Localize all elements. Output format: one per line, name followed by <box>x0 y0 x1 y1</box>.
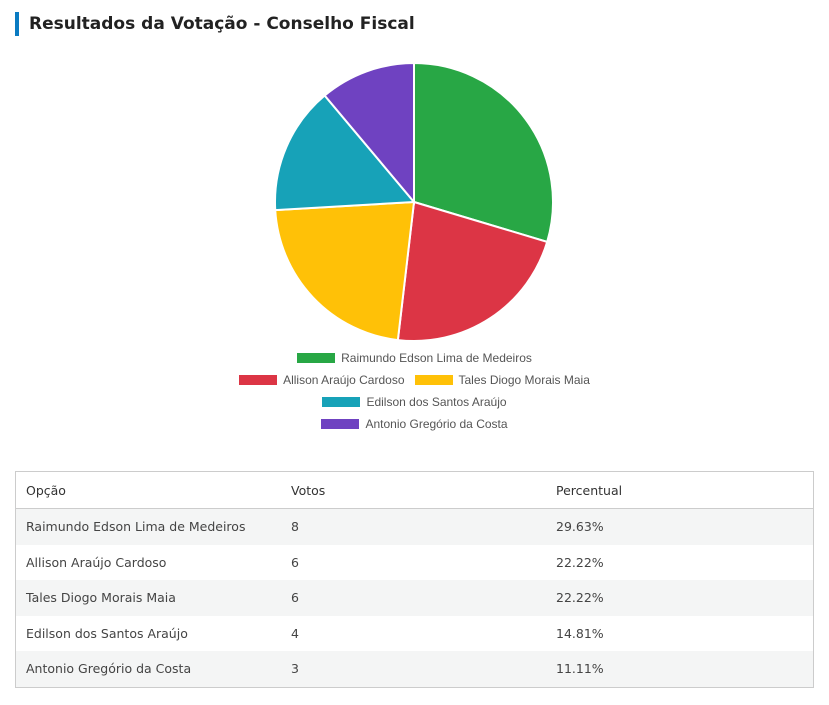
pie-slice[interactable] <box>274 94 417 212</box>
table-row: Edilson dos Santos Araújo 4 14.81% <box>16 616 814 652</box>
table-header-row: Opção Votos Percentual <box>15 471 814 509</box>
legend-row: Raimundo Edson Lima de Medeiros <box>0 351 829 365</box>
legend-item[interactable]: Edilson dos Santos Araújo <box>322 395 507 409</box>
cell-votes: 4 <box>291 625 299 641</box>
legend-item[interactable]: Allison Araújo Cardoso <box>239 373 405 387</box>
table-row: Tales Diogo Morais Maia 6 22.22% <box>15 580 814 616</box>
cell-option: Antonio Gregório da Costa <box>26 661 192 677</box>
results-table: Opção Votos Percentual Raimundo Edson Li… <box>15 471 814 688</box>
legend-swatch <box>239 375 278 385</box>
cell-percent: 14.81% <box>556 625 604 641</box>
pie-slice[interactable] <box>274 200 416 342</box>
header-votes: Votos <box>281 471 546 509</box>
pie-slice[interactable] <box>323 61 415 205</box>
cell-percent: 29.63% <box>556 519 604 535</box>
cell-option: Tales Diogo Morais Maia <box>26 590 176 606</box>
legend-row: Antonio Gregório da Costa <box>0 417 829 431</box>
legend-item[interactable]: Tales Diogo Morais Maia <box>414 373 590 387</box>
legend-swatch <box>414 375 453 385</box>
table-row: Allison Araújo Cardoso 6 22.22% <box>16 545 814 581</box>
cell-percent: 11.11% <box>556 661 604 677</box>
legend-swatch <box>297 353 336 363</box>
legend-swatch <box>322 397 361 407</box>
legend-row: Edilson dos Santos Araújo <box>0 395 829 409</box>
pie-slice[interactable] <box>396 200 549 342</box>
legend-item[interactable]: Antonio Gregório da Costa <box>321 417 508 431</box>
cell-votes: 3 <box>291 661 299 677</box>
table-row: Antonio Gregório da Costa 3 11.11% <box>15 651 814 687</box>
cell-votes: 6 <box>291 590 299 606</box>
legend-label: Tales Diogo Morais Maia <box>458 373 590 387</box>
page-title: Resultados da Votação - Conselho Fiscal <box>15 12 415 36</box>
cell-option: Raimundo Edson Lima de Medeiros <box>26 519 246 535</box>
legend-label: Raimundo Edson Lima de Medeiros <box>341 351 532 365</box>
cell-option: Edilson dos Santos Araújo <box>26 625 188 641</box>
pie-chart <box>274 61 554 342</box>
cell-votes: 6 <box>291 554 299 570</box>
header-option: Opção <box>15 471 281 509</box>
legend-swatch <box>321 419 360 429</box>
legend-item[interactable]: Raimundo Edson Lima de Medeiros <box>297 351 532 365</box>
pie-slice[interactable] <box>413 61 554 244</box>
legend-label: Edilson dos Santos Araújo <box>366 395 507 409</box>
cell-percent: 22.22% <box>556 590 604 606</box>
legend-label: Allison Araújo Cardoso <box>283 373 405 387</box>
legend-row: Allison Araújo Cardoso Tales Diogo Morai… <box>0 373 829 387</box>
cell-option: Allison Araújo Cardoso <box>26 554 167 570</box>
legend-label: Antonio Gregório da Costa <box>365 417 508 431</box>
header-percent: Percentual <box>546 471 814 509</box>
cell-percent: 22.22% <box>556 554 604 570</box>
table-row: Raimundo Edson Lima de Medeiros 8 29.63% <box>15 508 814 545</box>
cell-votes: 8 <box>291 519 299 535</box>
